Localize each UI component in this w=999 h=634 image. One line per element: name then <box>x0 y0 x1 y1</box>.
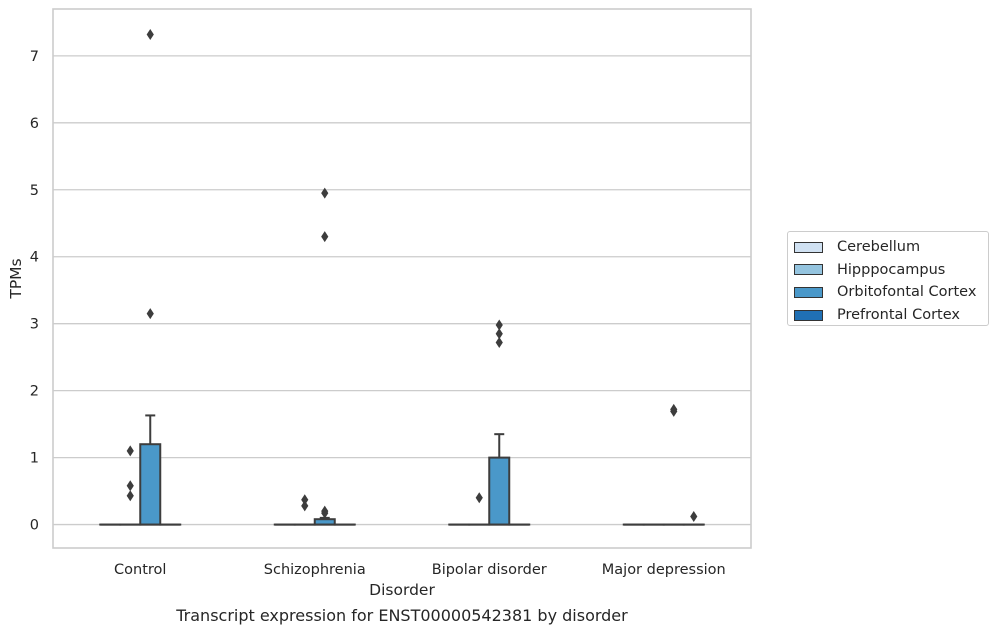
box-orbitofontal-cortex-bipolar-disorder-outlier <box>495 319 503 331</box>
y-tick-label: 6 <box>30 116 39 132</box>
plot-area-frame <box>52 8 752 549</box>
box-orbitofontal-cortex-control <box>139 443 162 526</box>
chart-title: Transcript expression for ENST0000054238… <box>176 606 628 625</box>
y-tick-label: 4 <box>30 250 39 266</box>
box-hipppocampus-control-outlier <box>126 490 134 502</box>
box-hipppocampus-control-outlier <box>126 480 134 492</box>
legend-item-orbitofrontal: Orbitofontal Cortex <box>792 281 988 304</box>
legend-label-cerebellum: Cerebellum <box>837 239 921 256</box>
y-tick-label: 2 <box>30 384 39 400</box>
box-orbitofontal-cortex-major-depression-outlier <box>670 403 678 415</box>
box-orbitofontal-cortex-schizophrenia-outlier <box>321 231 329 243</box>
box-orbitofontal-cortex-bipolar-disorder-outlier <box>495 328 503 340</box>
legend-label-hippocampus: Hipppocampus <box>837 261 946 278</box>
legend-label-orbitofrontal: Orbitofontal Cortex <box>837 284 977 301</box>
box-prefrontal-cortex-major-depression-outlier <box>690 511 698 523</box>
x-tick-label-schizophrenia: Schizophrenia <box>264 562 366 578</box>
legend-swatch-hippocampus <box>794 264 823 276</box>
legend-item-cerebellum: Cerebellum <box>792 236 988 259</box>
x-axis-label: Disorder <box>369 581 435 599</box>
y-tick-label: 0 <box>30 518 39 534</box>
y-axis-label: TPMs <box>7 258 25 299</box>
box-orbitofontal-cortex-schizophrenia-outlier <box>321 505 329 517</box>
box-orbitofontal-cortex-control-outlier <box>146 28 154 40</box>
box-orbitofontal-cortex-bipolar-disorder-outlier <box>495 336 503 348</box>
chart-legend: Cerebellum Hipppocampus Orbitofontal Cor… <box>787 231 989 326</box>
legend-label-prefrontal: Prefrontal Cortex <box>837 307 960 324</box>
box-orbitofontal-cortex-schizophrenia-outlier <box>321 187 329 199</box>
legend-swatch-orbitofrontal <box>794 286 823 298</box>
box-hipppocampus-schizophrenia-outlier <box>301 500 309 512</box>
y-tick-label: 5 <box>30 183 39 199</box>
y-tick-label: 3 <box>30 317 39 333</box>
box-hipppocampus-schizophrenia-outlier <box>301 494 309 506</box>
x-tick-label-major-depression: Major depression <box>602 562 726 578</box>
legend-item-prefrontal: Prefrontal Cortex <box>792 304 988 327</box>
legend-swatch-cerebellum <box>794 241 823 253</box>
x-tick-label-control: Control <box>114 562 166 578</box>
x-tick-label-bipolar-disorder: Bipolar disorder <box>432 562 547 578</box>
legend-item-hippocampus: Hipppocampus <box>792 259 988 282</box>
box-hipppocampus-bipolar-disorder-outlier <box>475 492 483 504</box>
y-tick-label: 1 <box>30 451 39 467</box>
box-orbitofontal-cortex-bipolar-disorder <box>488 456 511 526</box>
legend-swatch-prefrontal <box>794 309 823 321</box>
y-tick-label: 7 <box>30 49 39 65</box>
box-hipppocampus-control-outlier <box>126 445 134 457</box>
box-orbitofontal-cortex-control-outlier <box>146 308 154 320</box>
